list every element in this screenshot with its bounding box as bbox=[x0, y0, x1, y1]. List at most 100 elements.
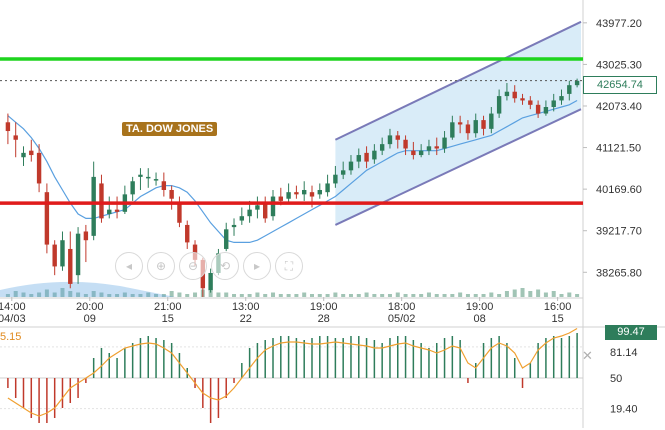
volume-bar bbox=[411, 294, 416, 297]
volume-bar bbox=[130, 294, 135, 297]
y-tick-label: 43025.30 bbox=[596, 59, 642, 71]
fullscreen-icon[interactable]: ⛶ bbox=[275, 252, 303, 280]
chart-annotation: TA. DOW JONES bbox=[122, 122, 218, 136]
volume-bar bbox=[247, 294, 252, 297]
volume-bar bbox=[161, 294, 166, 297]
candle-body bbox=[68, 248, 73, 284]
volume-bar bbox=[317, 294, 322, 297]
candle-body bbox=[247, 209, 252, 217]
volume-bar bbox=[419, 294, 424, 297]
x-tick-time: 19:00 bbox=[310, 301, 338, 313]
volume-bar bbox=[169, 291, 174, 297]
volume-bar bbox=[107, 294, 112, 297]
candle-body bbox=[255, 205, 260, 210]
forward-icon[interactable]: ▸ bbox=[243, 252, 271, 280]
candle-body bbox=[333, 174, 338, 184]
volume-bar bbox=[208, 291, 213, 297]
y-tick-label: 43977.20 bbox=[596, 18, 642, 30]
volume-bar bbox=[60, 288, 65, 297]
volume-bar bbox=[37, 292, 42, 297]
x-tick-date: 28 bbox=[318, 313, 330, 325]
volume-bar bbox=[465, 294, 470, 297]
channel-upper-line bbox=[334, 20, 582, 141]
candle-body bbox=[286, 192, 291, 199]
volume-bar bbox=[473, 294, 478, 297]
volume-bar bbox=[325, 294, 330, 297]
candle-body bbox=[278, 196, 284, 201]
x-tick-date: 09 bbox=[84, 313, 96, 325]
oscillator-value-badge: 99.47 bbox=[605, 325, 657, 340]
chart-toolbar: ◂ ⊕ ⊖ ⟲ ▸ ⛶ bbox=[115, 252, 303, 280]
candle-body bbox=[21, 152, 26, 158]
candle-body bbox=[301, 189, 307, 195]
x-tick-date: 08 bbox=[474, 313, 486, 325]
volume-bar bbox=[450, 294, 455, 297]
oscillator-level-label: 19.40 bbox=[610, 404, 638, 416]
candle-body bbox=[29, 150, 34, 156]
volume-bar bbox=[520, 288, 525, 297]
candle-body bbox=[309, 192, 315, 197]
candle-body bbox=[83, 231, 89, 241]
volume-bar bbox=[21, 292, 26, 297]
volume-bar bbox=[29, 294, 34, 297]
volume-bar bbox=[193, 292, 198, 297]
candle-body bbox=[5, 122, 11, 132]
close-icon[interactable]: ✕ bbox=[582, 349, 593, 364]
candle-body bbox=[185, 224, 190, 243]
volume-bar bbox=[497, 294, 502, 297]
volume-bar bbox=[309, 294, 314, 297]
volume-bar bbox=[364, 292, 369, 297]
oscillator-level-label: 50 bbox=[610, 373, 622, 385]
candle-body bbox=[434, 146, 439, 149]
x-tick-time: 19:00 bbox=[466, 301, 494, 313]
y-tick-label: 39217.70 bbox=[596, 226, 642, 238]
volume-bar bbox=[536, 289, 541, 297]
zoom-reset-icon[interactable]: ⟲ bbox=[211, 252, 239, 280]
candle-body bbox=[325, 183, 330, 193]
volume-bar bbox=[567, 292, 572, 297]
x-tick-time: 14:00 bbox=[0, 301, 26, 313]
candle-body bbox=[559, 96, 564, 101]
candle-body bbox=[403, 139, 408, 149]
candle-body bbox=[481, 120, 486, 129]
x-tick-time: 18:00 bbox=[388, 301, 416, 313]
x-tick-time: 13:00 bbox=[232, 301, 260, 313]
candle-body bbox=[418, 150, 424, 156]
volume-bar bbox=[91, 291, 96, 297]
oscillator-level-label: 81.14 bbox=[610, 347, 638, 359]
candle-body bbox=[395, 135, 400, 140]
candle-body bbox=[44, 192, 50, 245]
candle-body bbox=[169, 189, 174, 199]
volume-bar bbox=[83, 294, 88, 297]
volume-bar bbox=[232, 294, 237, 297]
volume-bar bbox=[68, 291, 73, 297]
y-tick-label: 38265.80 bbox=[596, 267, 642, 279]
candle-body bbox=[138, 174, 143, 177]
candle-body bbox=[543, 107, 549, 114]
volume-bar bbox=[52, 292, 57, 297]
candle-body bbox=[99, 183, 104, 219]
zoom-out-icon[interactable]: ⊖ bbox=[179, 252, 207, 280]
volume-bar bbox=[395, 292, 400, 297]
volume-bar bbox=[504, 291, 509, 297]
volume-bar bbox=[442, 294, 447, 297]
volume-bar bbox=[76, 292, 81, 297]
back-icon[interactable]: ◂ bbox=[115, 252, 143, 280]
x-tick-time: 21:00 bbox=[154, 301, 182, 313]
candle-body bbox=[496, 96, 502, 114]
last-price-badge: 42654.74 bbox=[583, 76, 657, 94]
volume-bar bbox=[356, 294, 361, 297]
candle-body bbox=[317, 189, 322, 195]
volume-bar bbox=[348, 294, 353, 297]
candle-body bbox=[465, 124, 471, 134]
volume-bar bbox=[512, 289, 517, 297]
volume-bar bbox=[559, 294, 564, 297]
volume-bar bbox=[489, 292, 494, 297]
zoom-in-icon[interactable]: ⊕ bbox=[147, 252, 175, 280]
candle-body bbox=[60, 240, 65, 267]
candle-body bbox=[473, 120, 478, 134]
candle-body bbox=[13, 135, 18, 140]
candle-body bbox=[364, 152, 369, 162]
candle-body bbox=[239, 216, 245, 221]
